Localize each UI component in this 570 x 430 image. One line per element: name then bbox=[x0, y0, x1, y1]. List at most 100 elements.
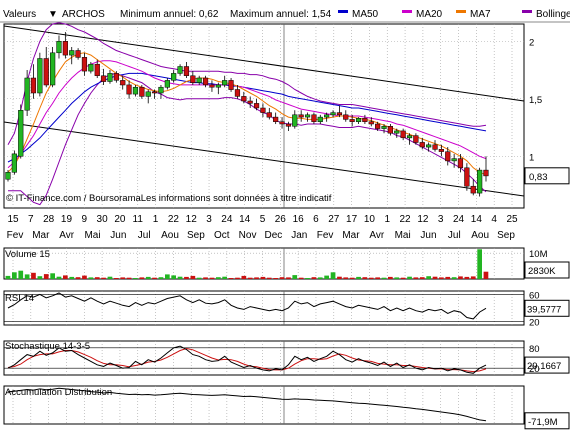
candle-body bbox=[387, 126, 393, 134]
x-tick-day: 17 bbox=[346, 214, 358, 225]
x-tick-day: 22 bbox=[168, 214, 180, 225]
volume-bar bbox=[368, 277, 374, 279]
legend-swatch-ma7 bbox=[456, 10, 466, 13]
candle-body bbox=[88, 63, 94, 72]
watermark: © IT-Finance.com / BoursoramaLes informa… bbox=[6, 193, 332, 204]
x-tick-month: Oct bbox=[214, 230, 230, 241]
candle-body bbox=[202, 77, 209, 86]
volume-bar bbox=[362, 277, 368, 279]
candle-body bbox=[375, 123, 381, 129]
volume-bar bbox=[279, 277, 285, 279]
candle-body bbox=[304, 114, 311, 118]
x-tick-day: 5 bbox=[260, 214, 266, 225]
stoch-last-value: 29,1667 bbox=[527, 361, 561, 372]
x-tick-day: 12 bbox=[417, 214, 429, 225]
x-tick-day: 4 bbox=[491, 214, 497, 225]
volume-bar bbox=[196, 277, 202, 279]
candle-body bbox=[477, 169, 483, 194]
volume-bar bbox=[209, 277, 215, 279]
volume-bar bbox=[349, 277, 355, 279]
x-tick-day: 24 bbox=[221, 214, 233, 225]
candle-body bbox=[464, 167, 470, 187]
volume-bar bbox=[152, 277, 157, 279]
volume-bar bbox=[381, 277, 387, 279]
x-tick-day: 25 bbox=[506, 214, 518, 225]
candle-body bbox=[151, 91, 158, 94]
x-tick-day: 10 bbox=[364, 214, 376, 225]
ad-last-box bbox=[524, 412, 570, 430]
rsi-title: RSI 14 bbox=[5, 293, 34, 304]
volume-bar bbox=[94, 277, 100, 279]
x-tick-day: 24 bbox=[453, 214, 465, 225]
price-frame bbox=[3, 23, 525, 209]
candle-body bbox=[298, 114, 304, 118]
trend-line-upper bbox=[3, 25, 525, 102]
candle-body bbox=[426, 144, 432, 148]
volume-ytick: 10M bbox=[529, 249, 548, 260]
candle-body bbox=[11, 153, 17, 173]
volume-bar bbox=[394, 277, 400, 279]
chart-header: Valeurs ▼ ARCHOS Minimum annuel: 0,62 Ma… bbox=[3, 9, 570, 20]
rsi-line bbox=[7, 292, 487, 320]
x-tick-month: Sep bbox=[497, 230, 515, 241]
legend-swatch-bollinger-2 bbox=[522, 10, 532, 13]
ad-line bbox=[7, 387, 487, 422]
x-tick-month: Avr bbox=[369, 230, 384, 241]
x-tick-day: 6 bbox=[313, 214, 319, 225]
dropdown-arrow-icon[interactable]: ▼ bbox=[48, 9, 58, 20]
price-last-value: 0,83 bbox=[529, 172, 548, 183]
candle-body bbox=[69, 50, 75, 56]
volume-bar bbox=[88, 277, 94, 279]
x-tick-day: 22 bbox=[400, 214, 412, 225]
volume-bar bbox=[273, 278, 278, 279]
volume-last-value: 2830K bbox=[528, 266, 556, 277]
candle-body bbox=[171, 73, 177, 81]
volume-bar bbox=[292, 275, 298, 279]
rsi-last-box bbox=[524, 299, 570, 317]
volume-bar bbox=[5, 275, 11, 279]
volume-bar bbox=[50, 273, 55, 279]
ad-last-value: -71,9M bbox=[528, 417, 558, 428]
x-tick-month: Mar bbox=[32, 230, 50, 241]
rsi-ytick: 20 bbox=[529, 318, 540, 329]
legend: MA50 MA20 MA7 Bollinger 2 bbox=[338, 9, 570, 20]
candle-body bbox=[177, 66, 183, 74]
x-tick-month: Jul bbox=[138, 230, 151, 241]
volume-bar bbox=[107, 276, 113, 279]
volume-bar bbox=[337, 276, 342, 279]
volume-bar bbox=[222, 276, 227, 279]
x-tick-month: Fev bbox=[7, 230, 24, 241]
candle-body bbox=[43, 58, 49, 86]
candle-body bbox=[292, 114, 298, 127]
volume-bar bbox=[82, 275, 87, 279]
candle-body bbox=[324, 114, 330, 118]
candle-body bbox=[285, 123, 292, 127]
x-tick-month: Aou bbox=[471, 230, 489, 241]
price-last-box bbox=[524, 167, 570, 185]
volume-bar bbox=[228, 278, 234, 279]
x-tick-day: 12 bbox=[186, 214, 198, 225]
volume-bar bbox=[18, 270, 24, 279]
candle-body bbox=[362, 118, 368, 122]
candle-body bbox=[56, 41, 62, 54]
volume-bar bbox=[63, 275, 68, 279]
grid-lines bbox=[12, 24, 513, 424]
volume-bar bbox=[464, 276, 470, 279]
volume-bar bbox=[432, 276, 438, 279]
price-panel bbox=[3, 22, 570, 206]
volume-bar bbox=[184, 276, 189, 279]
candle-body bbox=[247, 100, 253, 104]
x-tick-day: 26 bbox=[275, 214, 287, 225]
candle-body bbox=[50, 52, 56, 86]
stoch-k-line bbox=[7, 345, 487, 374]
volume-bar bbox=[458, 276, 463, 279]
candle-body bbox=[94, 63, 100, 76]
volume-bar bbox=[31, 272, 36, 279]
y-axis-labels: 21,510,8310M2830K602039,5777802029,1667-… bbox=[527, 37, 561, 428]
x-tick-month: Mar bbox=[342, 230, 360, 241]
volume-last-box bbox=[524, 261, 570, 279]
candle-body bbox=[273, 116, 279, 122]
candle-body bbox=[126, 84, 132, 95]
candle-body bbox=[317, 116, 323, 122]
